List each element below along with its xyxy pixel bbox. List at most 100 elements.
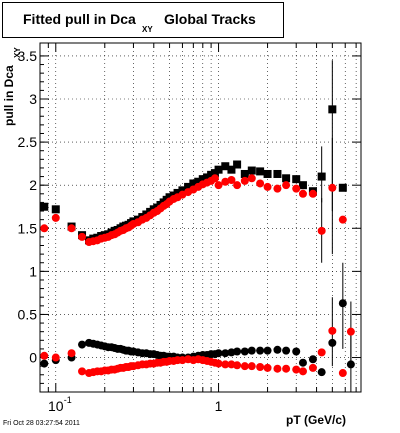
data-point (40, 359, 49, 368)
data-point (256, 363, 265, 372)
y-tick-label: 1.5 (18, 220, 38, 236)
data-point (221, 162, 230, 171)
y-tick-label: 0.5 (18, 306, 38, 322)
data-point (203, 173, 212, 182)
timestamp-footer: Fri Oct 28 03:27:54 2011 (3, 420, 80, 427)
data-point (317, 348, 326, 357)
axis-ticks: 0 0.5 1 1.5 2 2.5 3 3.5 10 -1 1 (18, 43, 361, 414)
data-point (221, 177, 230, 186)
data-point (240, 362, 249, 371)
data-point (298, 181, 307, 190)
x-axis-label: pT (GeV/c) (286, 413, 347, 427)
data-point (308, 363, 317, 372)
data-point (51, 353, 60, 362)
data-point (292, 175, 301, 184)
y-tick-label: 2 (29, 177, 37, 193)
data-point (298, 358, 307, 367)
data-point (317, 368, 326, 377)
data-point (338, 215, 347, 224)
data-point (346, 327, 355, 336)
chart-title: Fitted pull in Dca (23, 11, 136, 27)
data-point (263, 346, 272, 355)
data-point (233, 181, 242, 190)
plot-frame (39, 42, 362, 393)
data-point (240, 176, 249, 185)
data-point (247, 166, 256, 175)
data-point (247, 174, 256, 183)
data-point (194, 177, 203, 186)
chart-title-box: Fitted pull in Dca XY Global Tracks (2, 2, 284, 38)
data-point (273, 184, 282, 193)
data-point (263, 169, 272, 178)
data-point (308, 355, 317, 364)
chart-title-suffix: Global Tracks (164, 11, 256, 27)
data-point (178, 186, 187, 195)
data-point (40, 202, 49, 211)
data-point (282, 174, 291, 183)
data-point (78, 367, 87, 376)
data-point (247, 362, 256, 371)
data-point (221, 360, 230, 369)
data-point (298, 189, 307, 198)
data-point (78, 232, 87, 241)
data-point (240, 169, 249, 178)
chart-title-subscript: XY (142, 25, 153, 34)
data-point (273, 364, 282, 373)
data-point (173, 188, 182, 197)
data-point (338, 299, 347, 308)
data-point (317, 172, 326, 181)
data-point (51, 213, 60, 222)
x-tick-label: 1 (215, 398, 223, 414)
data-point (298, 367, 307, 376)
data-point (282, 346, 291, 355)
data-point (189, 179, 198, 188)
data-point (221, 349, 230, 358)
series-1 (40, 174, 347, 247)
data-point (263, 182, 272, 191)
y-tick-label: 2.5 (18, 134, 38, 150)
series-2 (40, 299, 355, 377)
data-point (273, 169, 282, 178)
data-point (282, 364, 291, 373)
data-point (78, 340, 87, 349)
data-point (40, 351, 49, 360)
data-point (214, 181, 223, 190)
x-tick-label-exponent: -1 (64, 395, 72, 405)
data-point (184, 182, 193, 191)
data-point (328, 326, 337, 335)
data-point (214, 359, 223, 368)
data-point (40, 224, 49, 233)
data-point (317, 226, 326, 235)
y-axis-label: pull in Dca (2, 65, 16, 126)
data-point (338, 183, 347, 192)
data-point (292, 365, 301, 374)
data-point (214, 349, 223, 358)
data-point (198, 175, 207, 184)
data-point (210, 174, 219, 183)
data-point (51, 205, 60, 214)
y-tick-label: 1 (29, 263, 37, 279)
data-point (282, 181, 291, 190)
data-point (233, 361, 242, 370)
data-point (233, 160, 242, 169)
data-point (292, 184, 301, 193)
series-3 (40, 326, 355, 378)
data-point (227, 176, 236, 185)
data-point (256, 346, 265, 355)
data-point (233, 347, 242, 356)
x-tick-label: 10 (48, 398, 64, 414)
data-point (328, 183, 337, 192)
data-point (227, 165, 236, 174)
data-series (40, 105, 355, 378)
data-point (67, 349, 76, 358)
data-point (256, 167, 265, 176)
data-point (346, 360, 355, 369)
y-tick-label: 0 (29, 350, 37, 366)
data-point (338, 369, 347, 378)
data-point (292, 347, 301, 356)
y-tick-label: 3.5 (18, 48, 38, 64)
data-point (214, 165, 223, 174)
data-point (240, 347, 249, 356)
y-tick-label: 3 (29, 91, 37, 107)
